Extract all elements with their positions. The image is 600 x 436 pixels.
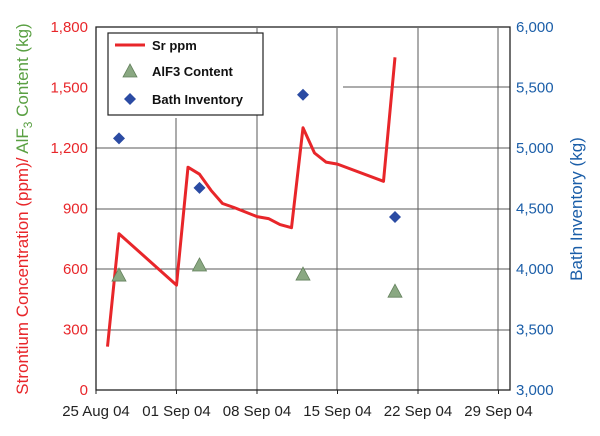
legend-label-alf3: AlF3 Content [152, 64, 234, 79]
y-left-label-part-2: AlF [13, 128, 32, 154]
y-left-tick-label: 1,200 [50, 140, 88, 157]
y-left-axis-label: Strontium Concentration (ppm)/ AlF3 Cont… [13, 23, 35, 394]
x-tick-label: 01 Sep 04 [142, 403, 210, 420]
bath-inventory-point [193, 181, 206, 194]
y-right-tick-label: 5,000 [516, 140, 554, 157]
legend-swatch-bath [124, 93, 136, 105]
legend-label-bath: Bath Inventory [152, 92, 244, 107]
x-tick-label: 15 Sep 04 [303, 403, 371, 420]
x-tick-label: 08 Sep 04 [223, 403, 291, 420]
y-right-tick-label: 6,000 [516, 19, 554, 36]
alf3-point [111, 267, 127, 282]
sr-ppm-line [106, 57, 397, 347]
y-right-tick-label: 3,000 [516, 382, 554, 399]
y-left-label-part-1: Strontium Concentration (ppm)/ [13, 154, 32, 395]
bath-inventory-point [389, 210, 401, 223]
x-tick-label: 25 Aug 04 [62, 403, 130, 420]
y-left-tick-label: 1,800 [50, 19, 88, 36]
bath-inventory-point [113, 132, 125, 145]
y-right-axis-label: Bath Inventory (kg) [567, 137, 586, 281]
alf3-point [295, 266, 311, 281]
plot-frame [95, 26, 511, 391]
legend: Sr ppm AlF3 Content Bath Inventory [107, 32, 264, 116]
y-right-tick-label: 4,500 [516, 201, 554, 218]
bath-inventory-point [297, 88, 309, 101]
x-tick-label: 29 Sep 04 [464, 403, 532, 420]
alf3-point [387, 283, 403, 298]
y-left-tick-label: 0 [80, 382, 88, 399]
y-left-label-subscript: 3 [21, 121, 35, 128]
y-right-axis: 3,000 3,500 4,000 4,500 5,000 5,500 6,000 [516, 19, 554, 399]
y-right-tick-label: 4,000 [516, 261, 554, 278]
y-left-tick-label: 300 [63, 322, 88, 339]
alf3-point [191, 257, 208, 272]
y-left-tick-label: 600 [63, 261, 88, 278]
y-left-tick-label: 900 [63, 201, 88, 218]
x-tick-label: 22 Sep 04 [384, 403, 452, 420]
y-left-axis: 0 300 600 900 1,200 1,500 1,800 [50, 19, 88, 399]
legend-label-sr: Sr ppm [152, 38, 197, 53]
series-layer [106, 57, 403, 347]
y-right-tick-label: 5,500 [516, 80, 554, 97]
y-left-tick-label: 1,500 [50, 80, 88, 97]
y-right-tick-label: 3,500 [516, 322, 554, 339]
y-left-label-part-3: Content (kg) [13, 23, 32, 121]
legend-swatch-alf3 [122, 63, 138, 78]
x-axis: 25 Aug 04 01 Sep 04 08 Sep 04 15 Sep 04 22 S… [62, 390, 533, 420]
